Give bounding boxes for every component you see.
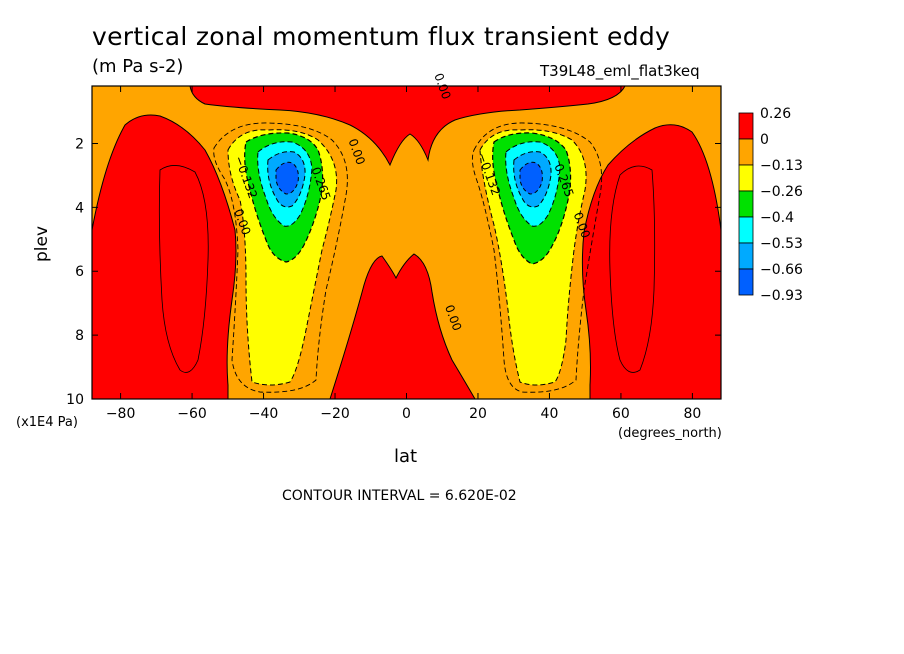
- fill-red-top-band: [189, 86, 626, 167]
- fill-darkblue-core-right: [519, 161, 543, 195]
- y-axis-units: (x1E4 Pa): [16, 415, 78, 430]
- colorbar: 0.26 0 −0.13 −0.26 −0.4 −0.53 −0.66 −0.93: [738, 106, 803, 304]
- colorbar-level-label: 0.26: [760, 106, 791, 122]
- contour-envelope-right: [471, 122, 603, 393]
- fill-red-center: [329, 253, 476, 399]
- colorbar-swatch: [738, 190, 754, 218]
- x-tick-label: −20: [320, 406, 350, 422]
- contour-red-inner-right: [609, 165, 656, 373]
- chart-title: vertical zonal momentum flux transient e…: [92, 22, 671, 51]
- filled-contours: [92, 86, 721, 399]
- colorbar-level-label: −0.26: [760, 184, 803, 200]
- y-tick-label: 8: [75, 328, 84, 344]
- colorbar-swatch: [738, 268, 754, 296]
- x-axis-label: lat: [394, 446, 418, 467]
- colorbar-level-label: 0: [760, 132, 769, 148]
- contour-interval: CONTOUR INTERVAL = 6.620E-02: [282, 488, 517, 504]
- x-tick-label: 20: [469, 406, 487, 422]
- x-tick-label: −40: [249, 406, 279, 422]
- colorbar-swatch: [738, 242, 754, 270]
- x-tick-label: 80: [683, 406, 701, 422]
- axis-ticks: −80 −60 −40 −20 0 20 40 60 80 2 4 6 8 10: [66, 86, 721, 422]
- colorbar-level-label: −0.66: [760, 262, 803, 278]
- fill-red-left: [92, 114, 237, 399]
- colorbar-level-label: −0.13: [760, 158, 803, 174]
- colorbar-swatch: [738, 216, 754, 244]
- contour-red-inner-left: [158, 165, 209, 373]
- x-tick-label: 0: [402, 406, 411, 422]
- fill-darkblue-core-left: [275, 161, 299, 195]
- colorbar-level-label: −0.4: [760, 210, 794, 226]
- y-tick-label: 4: [75, 200, 84, 216]
- chart-units: (m Pa s-2): [92, 56, 184, 77]
- colorbar-swatch: [738, 112, 754, 140]
- y-tick-label: 10: [66, 392, 84, 408]
- x-tick-label: 60: [612, 406, 630, 422]
- y-tick-label: 6: [75, 264, 84, 280]
- x-tick-label: −80: [106, 406, 136, 422]
- fill-red-right: [581, 124, 721, 399]
- colorbar-swatch: [738, 138, 754, 166]
- contour-envelope-left: [213, 122, 348, 393]
- run-id: T39L48_eml_flat3keq: [540, 62, 700, 80]
- x-tick-label: 40: [541, 406, 559, 422]
- x-tick-label: −60: [177, 406, 207, 422]
- colorbar-swatch: [738, 164, 754, 192]
- colorbar-level-label: −0.93: [760, 288, 803, 304]
- x-axis-units: (degrees_north): [618, 426, 722, 441]
- colorbar-level-label: −0.53: [760, 236, 803, 252]
- y-tick-label: 2: [75, 136, 84, 152]
